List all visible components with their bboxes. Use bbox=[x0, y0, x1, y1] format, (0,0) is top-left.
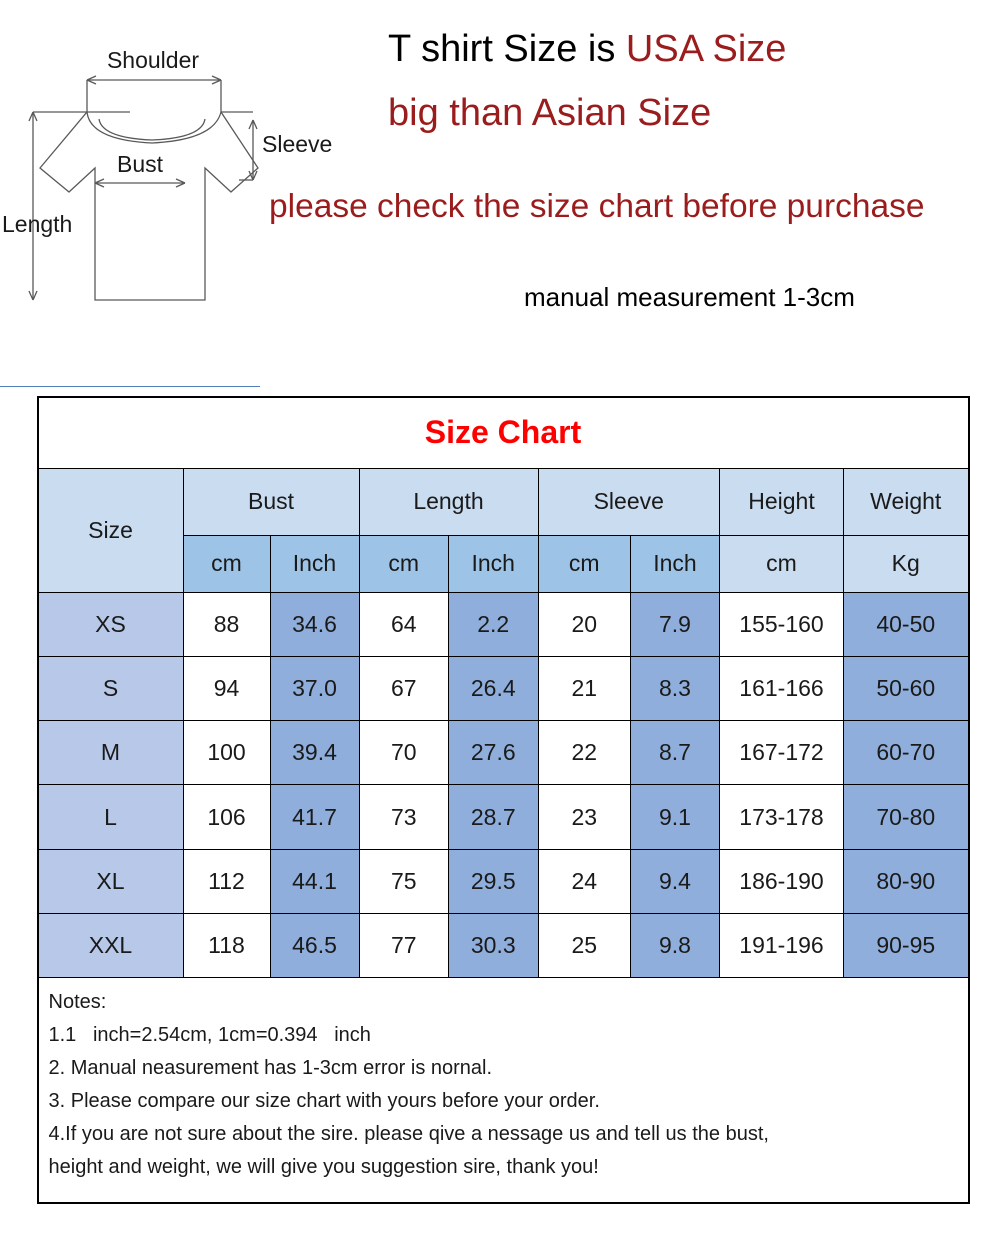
svg-text:Bust: Bust bbox=[117, 151, 164, 177]
svg-text:Length: Length bbox=[2, 211, 72, 237]
svg-text:Shoulder: Shoulder bbox=[107, 47, 199, 73]
svg-text:Sleeve: Sleeve bbox=[262, 131, 332, 157]
